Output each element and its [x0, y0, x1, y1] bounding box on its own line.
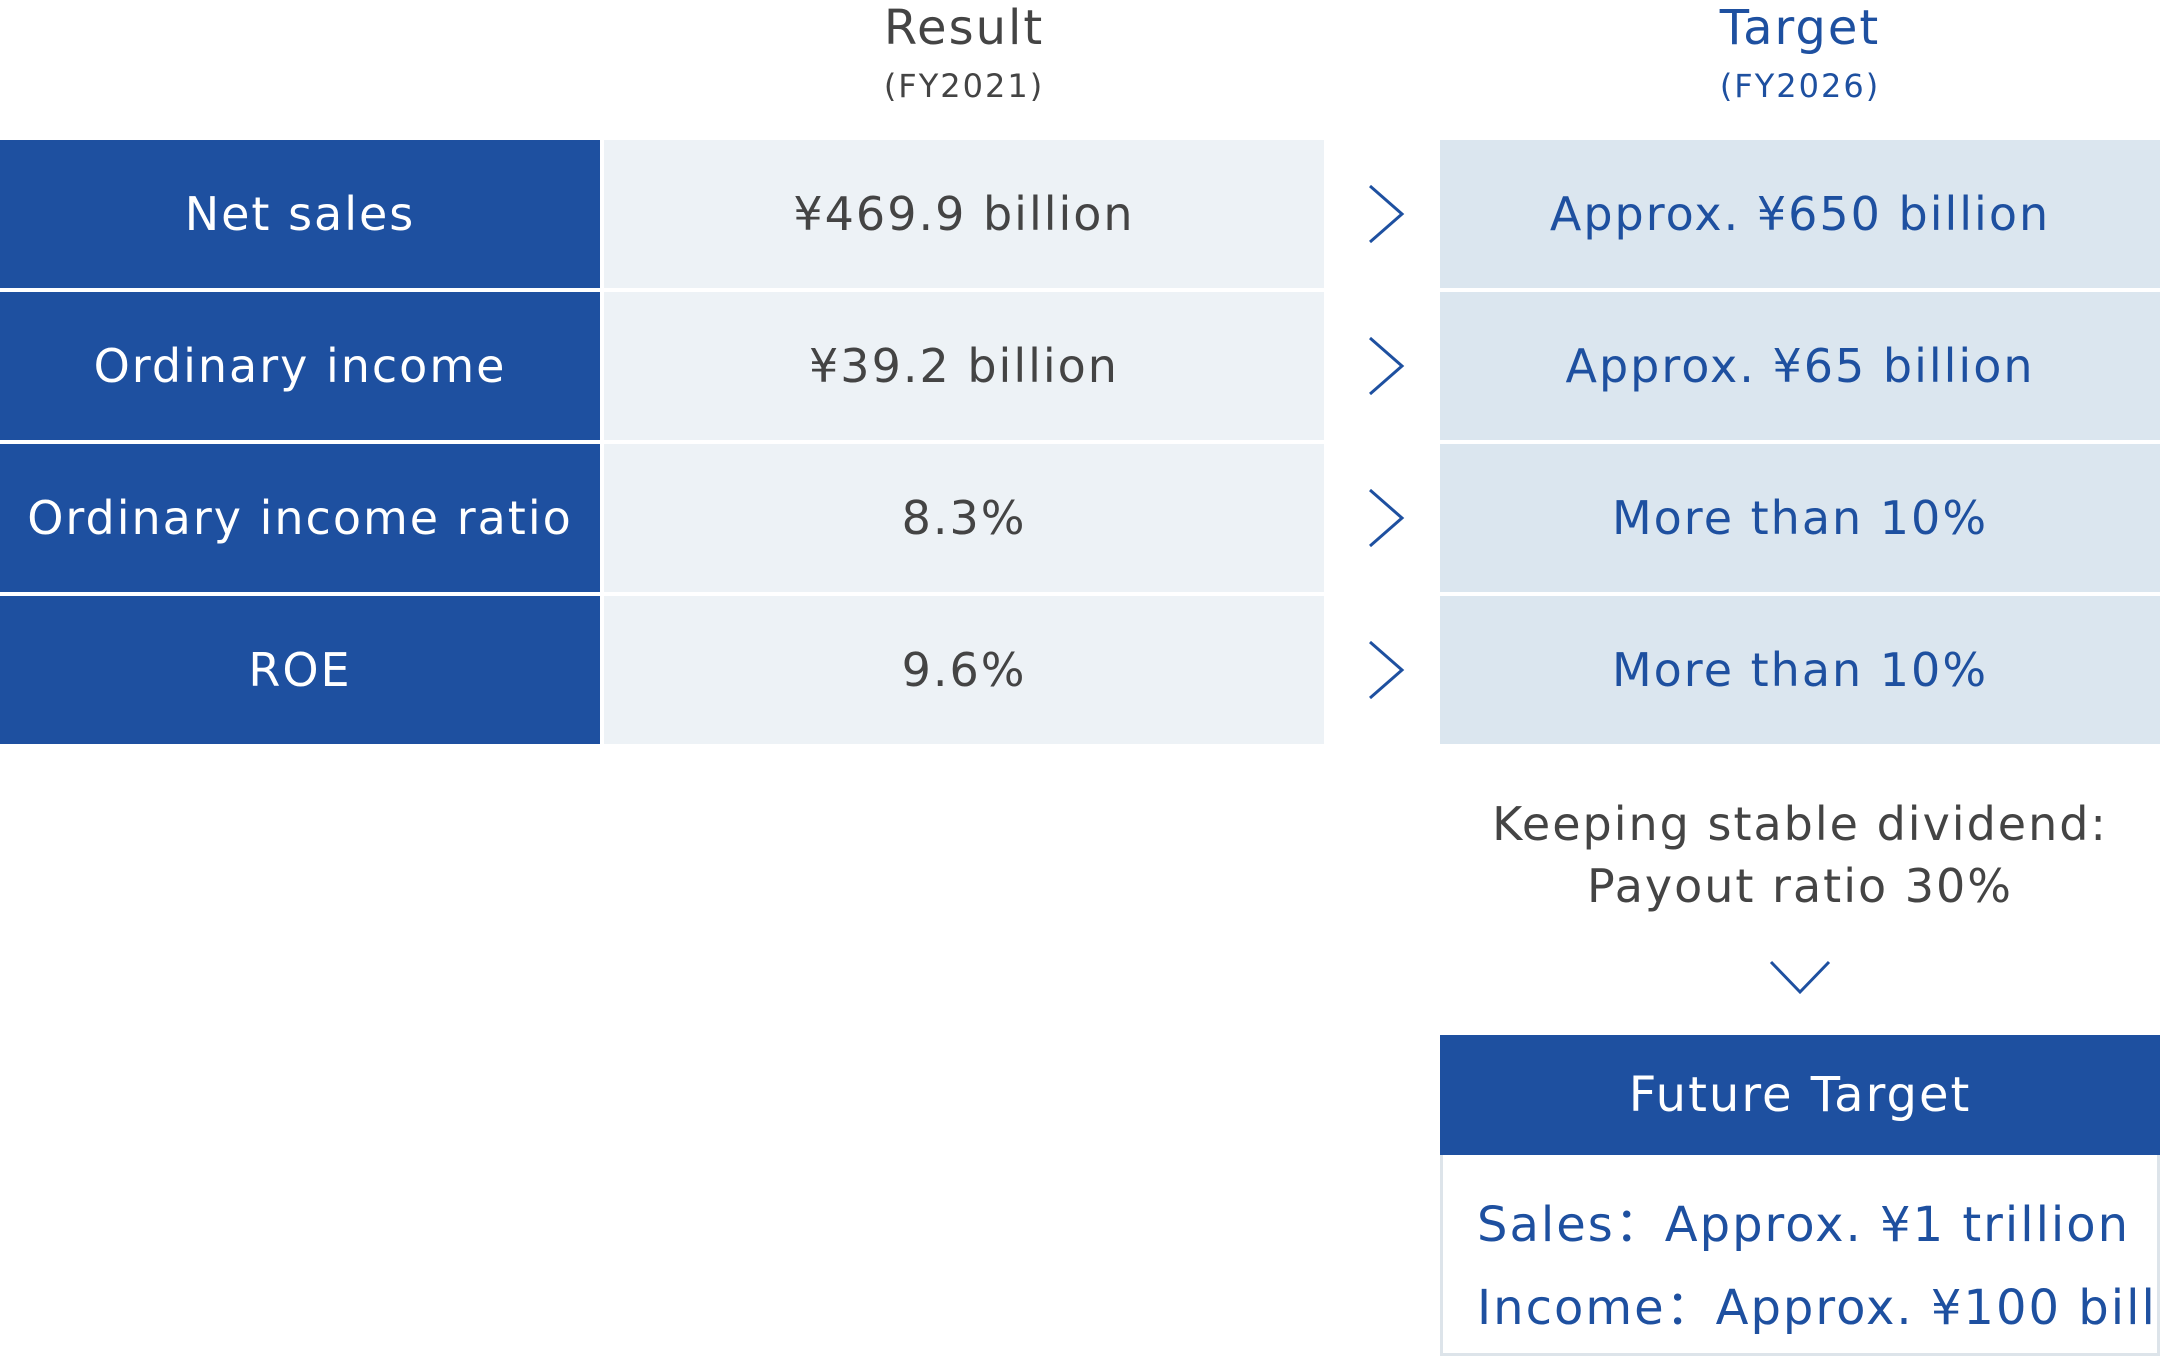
chevron-right-icon — [1369, 640, 1405, 700]
result-period: (FY2021) — [883, 67, 1045, 105]
metric-label: Ordinary income — [0, 292, 600, 440]
target-period: (FY2026) — [1719, 67, 1881, 105]
result-title: Result — [883, 0, 1045, 56]
target-title: Target — [1719, 0, 1881, 56]
result-value: ¥39.2 billion — [604, 292, 1324, 440]
future-sales: Sales：Approx. ¥1 trillion — [1477, 1197, 2131, 1253]
dividend-line-2: Payout ratio 30% — [1587, 859, 2013, 913]
table-row: ROE 9.6% More than 10% — [0, 596, 2160, 744]
result-value: 9.6% — [604, 596, 1324, 744]
metric-label: ROE — [0, 596, 600, 744]
result-value: ¥469.9 billion — [604, 140, 1324, 288]
target-value: Approx. ¥65 billion — [1440, 292, 2160, 440]
chevron-right-icon — [1369, 184, 1405, 244]
target-header: Target (FY2026) — [1440, 4, 2160, 102]
target-value: More than 10% — [1440, 444, 2160, 592]
future-target-body: Sales：Approx. ¥1 trillion Income：Approx.… — [1440, 1155, 2160, 1356]
table-row: Ordinary income ¥39.2 billion Approx. ¥6… — [0, 292, 2160, 440]
chevron-right-icon — [1369, 488, 1405, 548]
metric-label: Net sales — [0, 140, 600, 288]
chevron-right-icon — [1369, 336, 1405, 396]
dividend-note: Keeping stable dividend: Payout ratio 30… — [1440, 793, 2160, 917]
dividend-line-1: Keeping stable dividend: — [1492, 797, 2108, 851]
target-value: Approx. ¥650 billion — [1440, 140, 2160, 288]
chevron-down-icon — [1769, 960, 1831, 995]
target-value: More than 10% — [1440, 596, 2160, 744]
table-row: Net sales ¥469.9 billion Approx. ¥650 bi… — [0, 140, 2160, 288]
result-header: Result (FY2021) — [604, 4, 1324, 102]
table-row: Ordinary income ratio 8.3% More than 10% — [0, 444, 2160, 592]
result-value: 8.3% — [604, 444, 1324, 592]
metric-label: Ordinary income ratio — [0, 444, 600, 592]
future-income: Income：Approx. ¥100 billion — [1477, 1280, 2160, 1336]
future-target-title: Future Target — [1440, 1035, 2160, 1155]
